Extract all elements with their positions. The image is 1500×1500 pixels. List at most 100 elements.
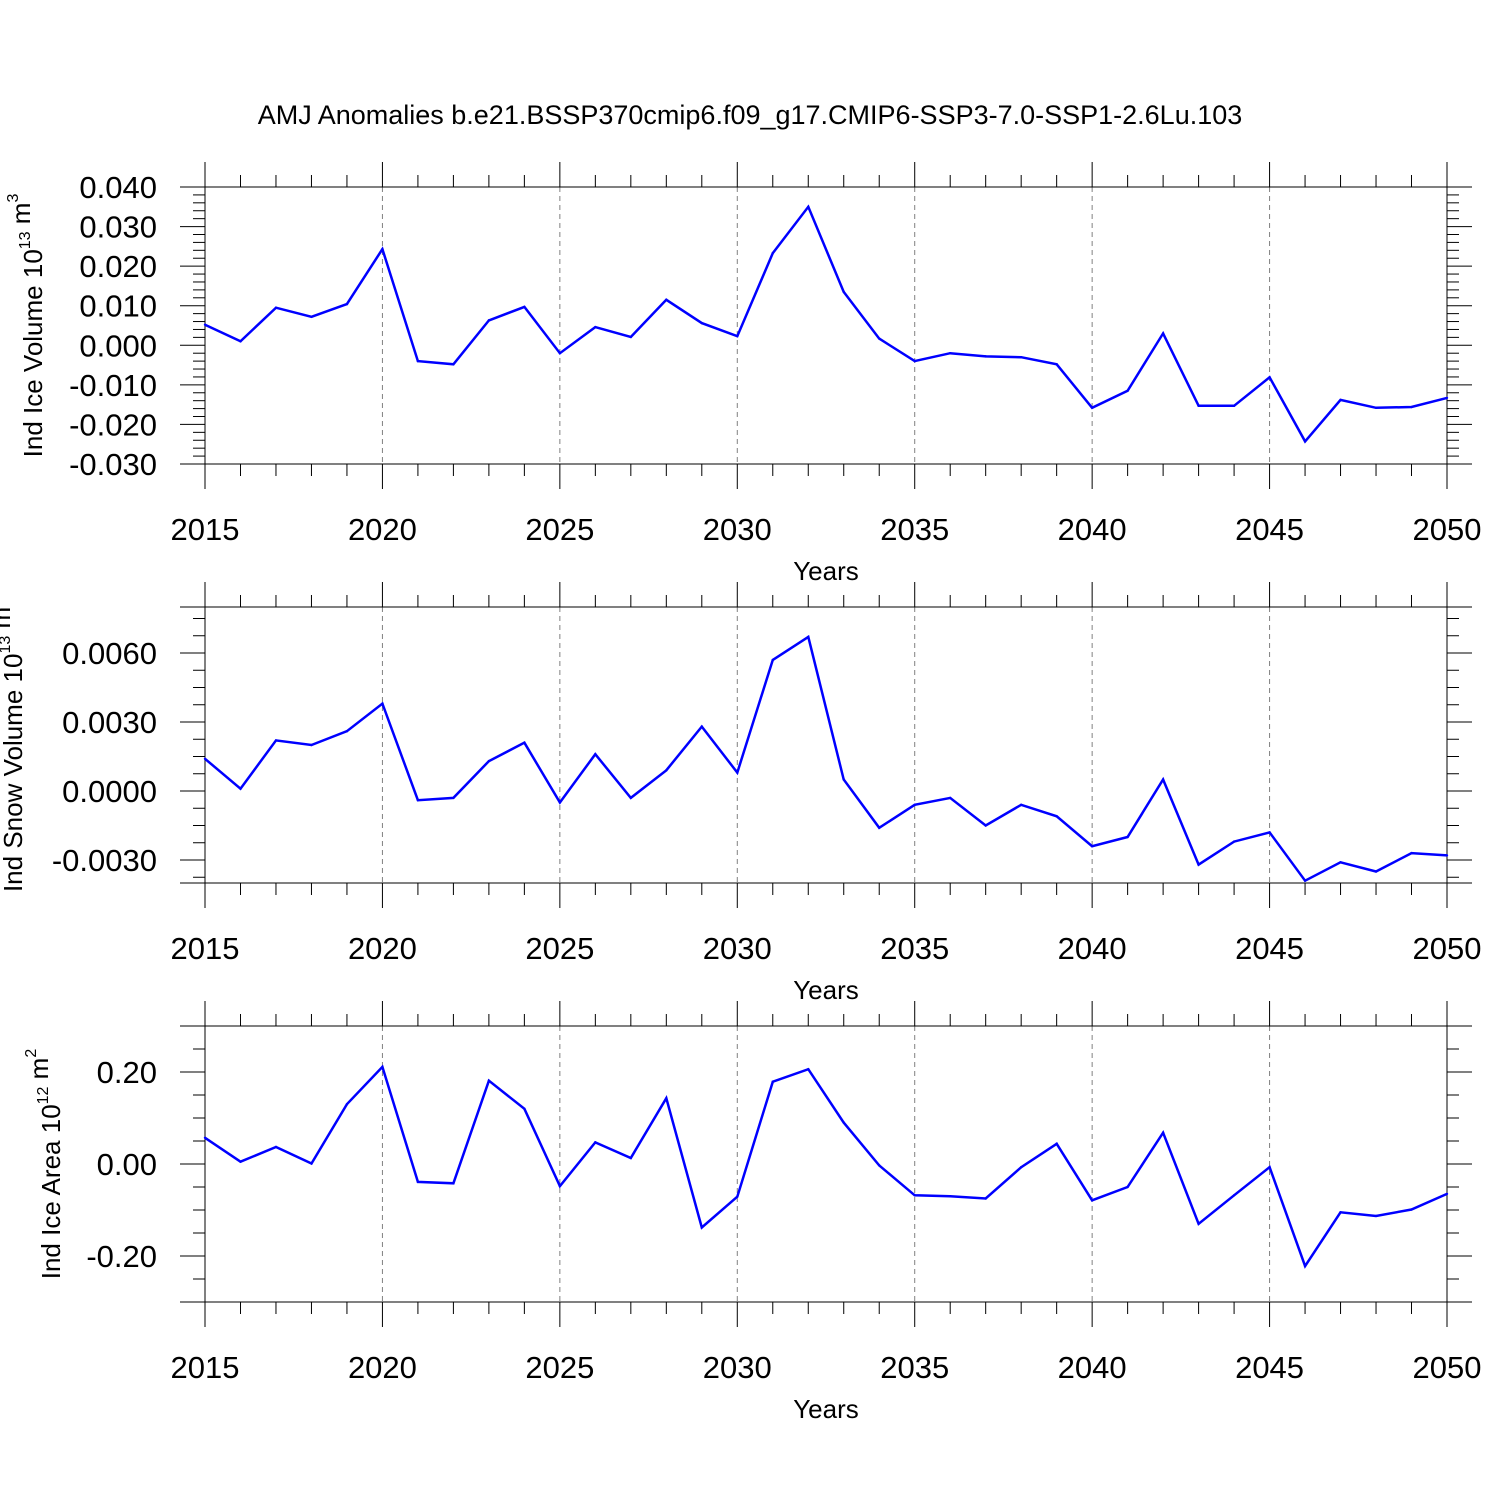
y-axis-label-superscript: 3 [0,598,2,607]
y-tick-label: 0.0060 [62,636,157,671]
data-point [842,290,845,294]
data-point [1197,1222,1200,1226]
y-axis-label-superscript: 3 [5,194,22,203]
data-point [807,205,810,208]
data-point [558,352,562,355]
data-point [878,1164,881,1167]
data-point [1410,851,1413,855]
data-point [558,801,562,804]
data-point [381,247,384,251]
data-point [913,803,916,806]
x-tick-label: 2040 [1058,931,1127,966]
y-tick-label: 0.0000 [62,774,157,809]
data-point [345,302,349,306]
data-point [1019,803,1023,806]
y-axis-label-superscript: 13 [17,231,34,249]
y-tick-label: 0.00 [97,1147,157,1182]
y-tick-label: 0.000 [79,328,157,363]
panel-2: -0.0030 0.0000 0.0030 0.0060 2015 2020 2025 203… [0,582,1481,1005]
x-tick-label: 2050 [1413,1350,1482,1385]
data-point [523,305,526,309]
data-point [1161,1131,1165,1134]
data-point [1232,404,1236,408]
data-point [203,757,207,760]
data-point [1445,1192,1449,1196]
data-point [310,315,313,318]
panel-1: -0.030 -0.020 -0.010 0.000 0.010 0.020 0.030 0.… [5,162,1481,586]
y-axis-label: Ind Ice Volume 1013 m3 [5,194,48,458]
data-point [629,1156,633,1160]
x-tick-label: 2045 [1235,931,1304,966]
data-point [594,1141,597,1144]
data-point [487,1079,491,1082]
data-point [736,771,739,774]
x-tick-label: 2030 [703,512,772,547]
data-point [452,796,455,800]
data-point [842,778,845,781]
data-point [1161,778,1165,781]
y-tick-label: 0.0030 [62,705,157,740]
y-tick-label: 0.030 [79,210,157,245]
data-point [949,1195,952,1198]
y-tick-label: 0.040 [79,170,157,205]
data-point [700,321,703,325]
y-tick-label: -0.020 [69,407,157,442]
x-tick-label: 2025 [525,512,594,547]
y-axis-label-part: Ind Ice Volume 10 [18,249,48,457]
data-point [239,1160,242,1163]
data-point [771,658,774,662]
data-point [239,787,242,790]
data-point [629,796,633,800]
x-tick-label: 2045 [1235,1350,1304,1385]
data-point [381,1065,384,1069]
data-point [1019,355,1023,359]
data-point [1339,1211,1342,1214]
data-point [274,306,278,309]
x-tick-label: 2020 [348,1350,417,1385]
data-point [878,826,881,829]
data-point [310,743,313,747]
y-axis-label-superscript: 12 [35,1086,52,1104]
data-point [239,340,242,343]
data-point [736,1195,739,1198]
chart-title: AMJ Anomalies b.e21.BSSP370cmip6.f09_g17… [258,100,1243,130]
data-point [1197,863,1200,866]
data-point [807,635,810,639]
panels: -0.030 -0.020 -0.010 0.000 0.010 0.020 0.030 0.… [0,162,1481,1424]
y-axis-label: Ind Snow Volume 1013 m3 [0,598,28,892]
x-tick-label: 2020 [348,512,417,547]
data-point [984,1197,987,1200]
data-point [1339,861,1342,864]
data-point [1197,404,1200,408]
data-point [700,1226,703,1229]
x-tick-label: 2045 [1235,512,1304,547]
x-tick-label: 2015 [171,512,240,547]
x-tick-label: 2020 [348,931,417,966]
data-point [310,1162,313,1165]
data-point [594,325,597,329]
x-axis-label: Years [793,556,859,586]
y-axis-label-part: Ind Snow Volume 10 [0,654,28,893]
y-axis-label-part: m [6,203,36,232]
y-axis-label-part: Ind Ice Area 10 [36,1104,66,1279]
x-axis-label: Years [793,1394,859,1424]
x-axis-label: Years [793,975,859,1005]
data-point [771,251,774,255]
x-tick-label: 2025 [525,931,594,966]
y-tick-label: 0.20 [97,1055,157,1090]
data-point [1232,840,1236,843]
y-tick-label: -0.030 [69,447,157,482]
data-point [1303,1264,1307,1268]
data-point [913,1194,916,1197]
data-point [1374,406,1378,410]
data-point [1303,879,1307,882]
y-tick-label: -0.20 [86,1239,157,1274]
data-point [1055,1142,1058,1145]
y-tick-label: 0.010 [79,289,157,324]
x-tick-label: 2015 [171,1350,240,1385]
x-tick-label: 2035 [880,1350,949,1385]
data-point [203,323,207,326]
data-point [949,796,952,800]
data-point [665,1097,668,1100]
